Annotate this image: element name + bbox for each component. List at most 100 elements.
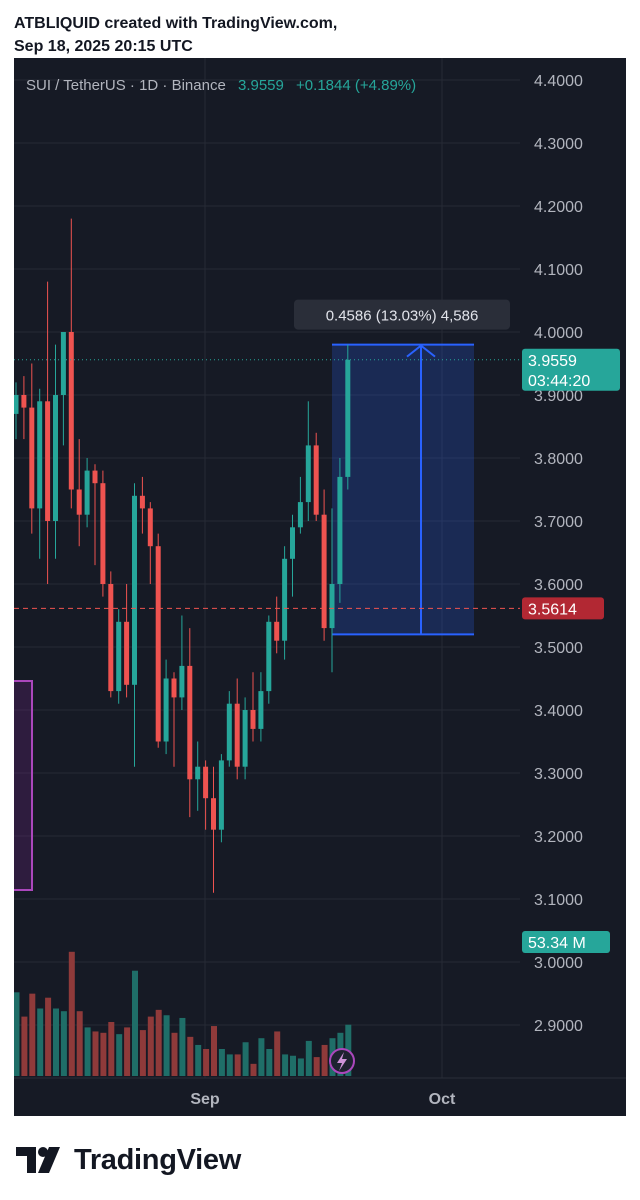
price-tick-label: 4.2000	[534, 199, 583, 216]
volume-bar	[53, 1008, 59, 1076]
price-tick-label: 4.4000	[534, 73, 583, 90]
legend-change: +0.1844 (+4.89%)	[296, 77, 417, 94]
volume-bar	[147, 1016, 154, 1076]
candle-body	[147, 508, 153, 547]
candle-body	[258, 691, 264, 729]
measure-label-box	[294, 299, 510, 330]
volume-bar	[226, 1054, 233, 1076]
candle-body	[139, 495, 145, 509]
volume-bar	[155, 1009, 162, 1076]
price-tick-label: 3.6000	[534, 577, 583, 594]
candle-body	[195, 766, 201, 780]
legend-price: 3.9559	[237, 77, 284, 94]
candle-body	[321, 514, 327, 629]
rectangle-drawing	[14, 680, 33, 891]
attribution-line-1: ATBLIQUID created with TradingView.com,	[14, 15, 338, 32]
price-tick-label: 3.3000	[534, 766, 583, 783]
candle-body	[14, 395, 19, 414]
price-tick-label: 3.1000	[534, 892, 583, 909]
candle-body	[155, 546, 161, 742]
volume-bar	[282, 1054, 289, 1076]
volume-bar	[37, 1008, 44, 1076]
candle-body	[60, 332, 66, 395]
candle-body	[282, 558, 288, 641]
candle-body	[163, 678, 169, 742]
chart-attribution: ATBLIQUID created with TradingView.com, …	[14, 12, 337, 58]
last-price-badge	[522, 348, 620, 391]
candle-body	[345, 359, 351, 477]
last-price-badge-text: 3.9559	[528, 353, 577, 370]
candle-body	[234, 703, 240, 767]
brand-wordmark: TradingView	[74, 1143, 241, 1176]
symbol-label: SUI / TetherUS · 1D · Binance	[26, 77, 226, 94]
candle-body	[203, 766, 209, 799]
price-tick-label: 3.4000	[534, 703, 583, 720]
price-tick-label: 4.0000	[534, 325, 583, 342]
lightning-glyph	[337, 1052, 347, 1071]
price-tick-label: 4.1000	[534, 262, 583, 279]
volume-bar	[84, 1027, 91, 1076]
candle-body	[187, 665, 193, 780]
volume-bar	[139, 1030, 146, 1076]
volume-bar	[321, 1044, 328, 1076]
candle-body	[84, 470, 90, 515]
volume-bar	[297, 1058, 304, 1076]
price-tick-label: 3.8000	[534, 451, 583, 468]
measure-label-text: 0.4586 (13.03%) 4,586	[326, 308, 479, 325]
price-tick-label: 3.9000	[534, 388, 583, 405]
price-tick-label: 3.5000	[534, 640, 583, 657]
time-tick-label: Oct	[429, 1091, 456, 1108]
candle-body	[218, 760, 224, 830]
volume-bar	[242, 1042, 249, 1076]
volume-bar	[179, 1017, 186, 1076]
candle-body	[21, 395, 27, 408]
price-tick-label: 4.3000	[534, 136, 583, 153]
measure-arrow-head	[406, 344, 436, 358]
candle-body	[37, 401, 43, 509]
volume-bar	[45, 997, 52, 1076]
volume-bar	[313, 1057, 320, 1076]
volume-bar	[305, 1040, 312, 1076]
measure-range-fill	[332, 344, 474, 635]
volume-bar	[203, 1049, 210, 1076]
candle-body	[76, 489, 82, 515]
volume-bar	[132, 970, 138, 1076]
volume-bar	[76, 1011, 83, 1076]
volume-bar	[14, 992, 20, 1076]
volume-bar	[274, 1031, 281, 1076]
volume-bar	[218, 1049, 225, 1076]
volume-bar	[21, 1016, 28, 1076]
candle-body	[45, 401, 51, 521]
candle-body	[92, 470, 98, 484]
volume-bar	[29, 993, 36, 1076]
price-chart[interactable]: 4.4000 4.3000 4.2000 4.1000 4.0000 3.9000 3.80…	[14, 58, 626, 1116]
volume-bar	[116, 1034, 123, 1076]
volume-badge	[522, 931, 610, 953]
candle-body	[226, 703, 232, 761]
volume-bar	[211, 1026, 217, 1076]
chart-panel[interactable]: 4.4000 4.3000 4.2000 4.1000 4.0000 3.9000 3.80…	[14, 58, 626, 1116]
volume-bar	[68, 951, 75, 1076]
candle-body	[29, 407, 35, 509]
time-tick-label: Sep	[190, 1091, 220, 1108]
volume-bar	[60, 1011, 67, 1076]
candle-body	[132, 495, 137, 685]
candle-body	[211, 798, 216, 830]
volume-bar	[234, 1054, 241, 1076]
candle-body	[313, 445, 319, 515]
candle-body	[116, 621, 122, 692]
volume-badge-text: 53.34 M	[528, 935, 586, 952]
attribution-line-2: Sep 18, 2025 20:15 UTC	[14, 38, 193, 55]
candle-body	[68, 332, 74, 490]
volume-bar	[290, 1055, 296, 1076]
price-tick-label: 3.0000	[534, 955, 583, 972]
candle-body	[242, 710, 248, 767]
candle-body	[250, 710, 256, 729]
candle-body	[329, 584, 335, 629]
candle-body	[297, 502, 303, 528]
tradingview-logo[interactable]: TradingView	[16, 1140, 241, 1180]
level-badge	[522, 597, 604, 620]
candle-body	[290, 527, 295, 559]
candle-body	[108, 584, 114, 692]
level-badge-text: 3.5614	[528, 601, 577, 618]
